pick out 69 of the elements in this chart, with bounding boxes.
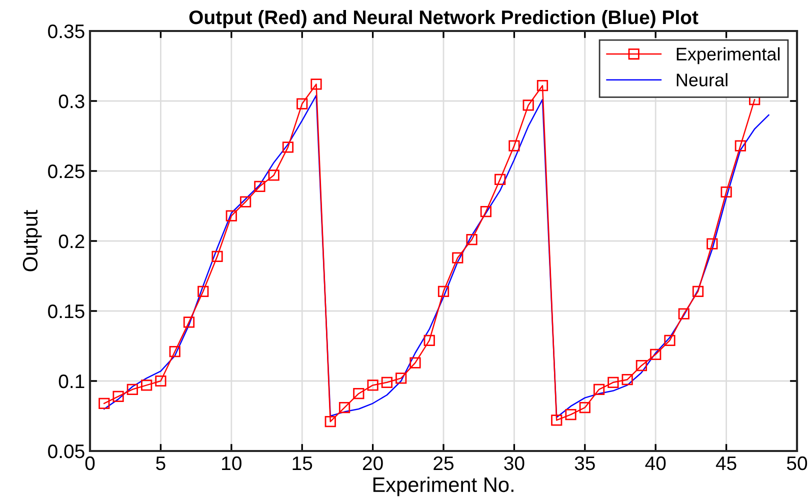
x-tick-label: 25 [434, 456, 454, 470]
point [254, 180, 266, 192]
point [636, 360, 648, 372]
point [706, 238, 718, 250]
point [452, 252, 464, 264]
point [536, 80, 548, 92]
point [650, 348, 662, 360]
point [310, 78, 322, 90]
point [424, 334, 435, 346]
point [126, 384, 138, 395]
x-tick-label: 5 [156, 456, 166, 470]
point [608, 376, 619, 388]
y-tick-label: 0.1 [58, 374, 84, 388]
point [240, 196, 252, 208]
y-axis-title: Output [22, 210, 42, 272]
point [324, 416, 336, 428]
point [551, 414, 562, 426]
point [338, 402, 350, 414]
y-tick-label: 0.25 [48, 164, 84, 178]
point [396, 372, 407, 384]
x-tick-label: 15 [292, 456, 312, 470]
point [353, 388, 364, 400]
point [593, 384, 605, 395]
point [579, 402, 590, 414]
y-tick-label: 0.35 [48, 24, 84, 38]
point [678, 308, 690, 320]
point [282, 142, 294, 153]
point [494, 174, 506, 185]
legend-label: Experimental [676, 47, 780, 64]
x-tick-label: 20 [362, 456, 383, 470]
point [381, 376, 392, 388]
point [522, 100, 534, 111]
x-axis-title: Experiment No. [373, 476, 514, 496]
chart-title: Output (Red) and Neural Network Prediction (Blue) Plot [189, 10, 698, 28]
point [480, 206, 492, 218]
x-tick-label: 40 [645, 456, 666, 470]
y-tick-label: 0.05 [48, 444, 84, 458]
x-tick-label: 30 [504, 456, 524, 470]
x-tick-label: 0 [85, 456, 95, 470]
point [169, 346, 180, 358]
point [734, 140, 746, 152]
point [692, 286, 704, 297]
point [98, 398, 110, 409]
point [720, 186, 732, 198]
point [622, 374, 633, 386]
point [438, 286, 450, 297]
y-tick-label: 0.15 [48, 304, 84, 318]
x-tick-label: 45 [716, 456, 736, 470]
x-tick-label: 35 [574, 456, 595, 470]
point [410, 357, 421, 368]
x-tick-label: 10 [222, 456, 242, 470]
point [466, 234, 478, 246]
point [296, 98, 308, 110]
y-tick-label: 0.2 [58, 234, 84, 248]
y-tick-label: 0.3 [58, 94, 84, 108]
point [565, 409, 576, 420]
point [141, 380, 152, 391]
point [155, 375, 166, 387]
point [508, 140, 520, 152]
x-tick-label: 50 [786, 456, 808, 470]
point [226, 210, 237, 222]
point [183, 316, 195, 328]
legend-label: Neural [676, 73, 728, 86]
point [367, 380, 378, 391]
point [268, 170, 280, 181]
point [198, 286, 209, 297]
point [664, 334, 676, 346]
point [212, 250, 223, 262]
point [112, 390, 124, 402]
